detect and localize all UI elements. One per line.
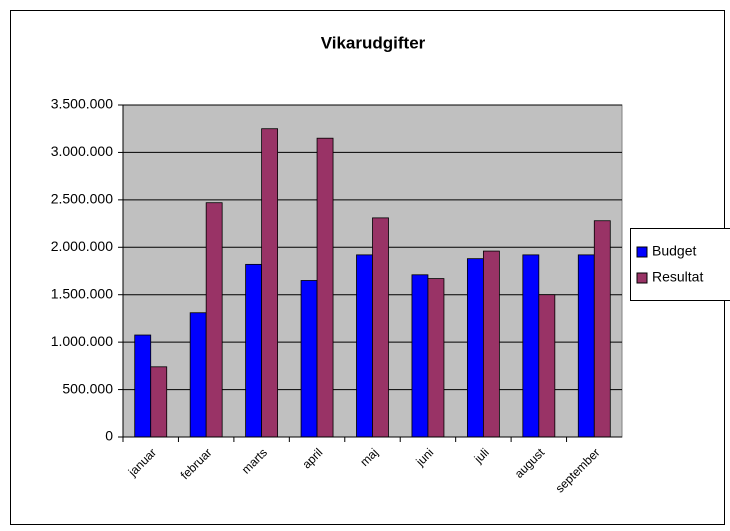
bar: [189, 312, 207, 438]
y-tick-label: 0: [105, 428, 113, 444]
bar: [372, 217, 389, 438]
bar: [134, 334, 152, 438]
bar: [411, 274, 429, 438]
bar: [538, 294, 556, 438]
bar: [245, 263, 263, 438]
bar: [522, 254, 540, 438]
y-tick-label: 500.000: [62, 380, 113, 396]
legend-swatch: [636, 246, 648, 258]
bar: [261, 128, 279, 438]
bar: [466, 258, 484, 438]
legend-label: Resultat: [652, 269, 703, 285]
legend-box: [630, 228, 730, 301]
legend-label: Budget: [652, 243, 696, 259]
chart-title: Vikarudgifter: [321, 33, 426, 52]
bar: [593, 220, 611, 438]
bar: [577, 254, 595, 438]
bar: [300, 280, 318, 438]
y-tick-label: 1.000.000: [51, 333, 113, 349]
bar: [205, 202, 223, 438]
y-tick-label: 2.500.000: [51, 191, 113, 207]
bar: [316, 137, 334, 438]
y-tick-label: 3.000.000: [51, 143, 113, 159]
bar: [427, 278, 445, 438]
y-tick-label: 3.500.000: [51, 96, 113, 112]
bar: [356, 254, 373, 438]
bar: [482, 250, 500, 438]
y-tick-label: 1.500.000: [51, 285, 113, 301]
bar: [150, 366, 168, 438]
legend-swatch: [636, 272, 648, 284]
y-tick-label: 2.000.000: [51, 238, 113, 254]
